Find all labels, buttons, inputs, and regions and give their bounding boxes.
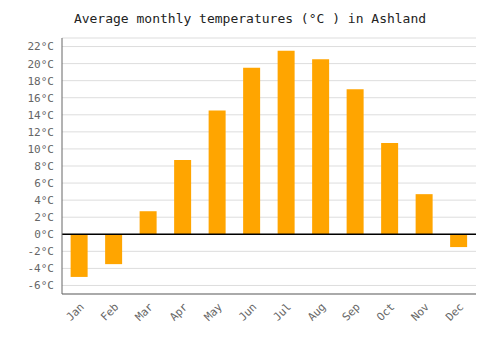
svg-text:Aug: Aug	[305, 300, 328, 323]
svg-text:Dec: Dec	[443, 300, 466, 323]
svg-text:22°C: 22°C	[28, 40, 55, 53]
svg-text:Feb: Feb	[98, 300, 121, 323]
svg-text:Jul: Jul	[271, 300, 294, 323]
svg-text:16°C: 16°C	[28, 92, 55, 105]
svg-text:-6°C: -6°C	[28, 279, 55, 292]
svg-text:18°C: 18°C	[28, 75, 55, 88]
svg-text:-4°C: -4°C	[28, 262, 55, 275]
svg-text:20°C: 20°C	[28, 58, 55, 71]
svg-text:Mar: Mar	[133, 300, 157, 324]
svg-text:0°C: 0°C	[34, 228, 54, 241]
svg-text:4°C: 4°C	[34, 194, 54, 207]
svg-text:Jan: Jan	[64, 300, 87, 323]
svg-text:Nov: Nov	[409, 300, 433, 324]
svg-text:-2°C: -2°C	[28, 245, 55, 258]
svg-text:Sep: Sep	[340, 300, 363, 323]
svg-text:12°C: 12°C	[28, 126, 55, 139]
html-text:Average monthly temperatures (: Average monthly temperatures (°C ) in As…	[73, 11, 427, 26]
svg-text:Jun: Jun	[236, 300, 259, 323]
svg-text:Oct: Oct	[374, 300, 397, 323]
svg-text:May: May	[202, 300, 226, 324]
svg-text:10°C: 10°C	[28, 143, 55, 156]
svg-text:Apr: Apr	[167, 300, 191, 324]
svg-text:8°C: 8°C	[34, 160, 54, 173]
svg-text:6°C: 6°C	[34, 177, 54, 190]
svg-text:2°C: 2°C	[34, 211, 54, 224]
svg-text:14°C: 14°C	[28, 109, 55, 122]
